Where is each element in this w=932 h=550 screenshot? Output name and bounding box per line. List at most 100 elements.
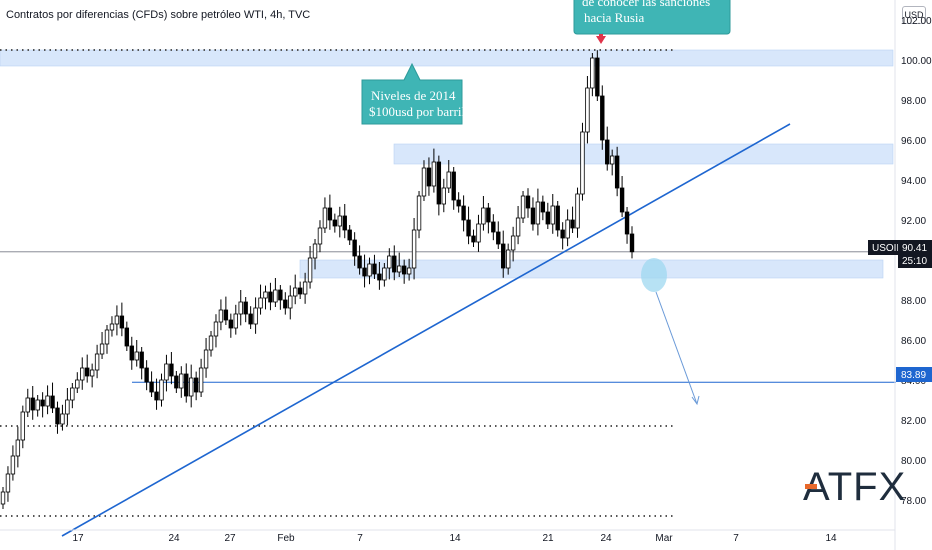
x-tick-label: 14 bbox=[449, 533, 461, 544]
candle bbox=[25, 397, 30, 413]
candle bbox=[288, 295, 293, 309]
candle bbox=[496, 231, 501, 245]
candle bbox=[560, 229, 565, 239]
candle bbox=[243, 301, 248, 315]
candle bbox=[347, 229, 352, 241]
candle bbox=[10, 455, 16, 475]
candle bbox=[580, 131, 585, 195]
atfx-logo: ATFX bbox=[803, 465, 906, 509]
candle bbox=[89, 369, 95, 377]
candle bbox=[139, 351, 144, 369]
candle bbox=[600, 95, 605, 141]
candle bbox=[342, 215, 347, 231]
symbol-label: USOIL bbox=[872, 243, 902, 254]
candle bbox=[575, 193, 580, 229]
candle bbox=[169, 363, 174, 377]
callout-levels-2014-line1: Niveles de 2014 bbox=[371, 88, 456, 103]
candle bbox=[99, 343, 105, 355]
candle bbox=[382, 267, 387, 281]
target-price-label: 83.89 bbox=[896, 367, 932, 382]
x-tick-label: 17 bbox=[72, 533, 84, 544]
candle bbox=[104, 329, 110, 345]
candle bbox=[65, 399, 70, 415]
candle bbox=[362, 267, 367, 277]
candle bbox=[327, 207, 333, 221]
candle bbox=[159, 379, 164, 401]
candle bbox=[624, 211, 630, 235]
candle bbox=[451, 171, 456, 201]
candle bbox=[401, 265, 407, 275]
candle bbox=[392, 255, 397, 273]
candle bbox=[80, 367, 85, 381]
price-zone bbox=[0, 49, 894, 67]
candle bbox=[124, 327, 130, 347]
candle bbox=[416, 195, 422, 231]
candle bbox=[530, 207, 536, 225]
currency-button[interactable]: USD bbox=[902, 6, 926, 24]
candle bbox=[84, 367, 90, 377]
x-tick-label: 21 bbox=[542, 533, 554, 544]
candle bbox=[119, 315, 125, 329]
candle bbox=[35, 399, 40, 411]
candle bbox=[565, 219, 570, 239]
y-tick-label: 78.00 bbox=[901, 496, 926, 507]
candle bbox=[149, 381, 154, 393]
candle bbox=[367, 263, 372, 277]
y-tick-label: 102.00 bbox=[901, 16, 932, 27]
candle bbox=[411, 229, 417, 269]
candle bbox=[50, 395, 55, 409]
candle bbox=[228, 319, 234, 329]
candle bbox=[352, 239, 357, 257]
candle bbox=[278, 289, 283, 301]
candle bbox=[505, 249, 511, 269]
candle bbox=[406, 267, 412, 275]
callout-sanctions-line1: de conocer las sanciones bbox=[582, 0, 710, 9]
chart-title: Contratos por diferencias (CFDs) sobre p… bbox=[6, 9, 311, 21]
y-tick-label: 82.00 bbox=[901, 416, 926, 427]
candle bbox=[213, 321, 219, 337]
candle bbox=[520, 195, 526, 219]
candle bbox=[302, 281, 308, 295]
candle bbox=[174, 375, 179, 389]
candle bbox=[208, 335, 214, 351]
candle bbox=[614, 155, 620, 189]
price-zone bbox=[299, 259, 884, 279]
candle bbox=[70, 387, 75, 401]
y-tick-label: 80.00 bbox=[901, 456, 926, 467]
candle bbox=[476, 223, 481, 243]
candle bbox=[471, 235, 476, 243]
logo-text: ATFX bbox=[803, 465, 906, 509]
callout-levels-2014: Niveles de 2014 $100usd por barril bbox=[361, 62, 465, 125]
candle bbox=[238, 301, 243, 315]
y-tick-label: 96.00 bbox=[901, 136, 926, 147]
candle bbox=[114, 315, 120, 325]
x-tick-label: 24 bbox=[168, 533, 180, 544]
candle bbox=[377, 273, 382, 281]
price-value: 90.41 bbox=[902, 243, 927, 254]
candle bbox=[441, 187, 446, 205]
candle bbox=[55, 407, 60, 425]
y-tick-label: 94.00 bbox=[901, 176, 926, 187]
candle bbox=[535, 201, 541, 225]
candle bbox=[263, 291, 268, 299]
candle bbox=[45, 395, 50, 407]
candle bbox=[491, 221, 496, 233]
callout-levels-2014-line2: $100usd por barril bbox=[369, 104, 465, 119]
candle bbox=[481, 207, 486, 225]
candle bbox=[590, 57, 595, 89]
candle bbox=[94, 353, 100, 371]
candle bbox=[545, 211, 551, 225]
callout-sanctions: de conocer las sanciones hacia Rusia bbox=[573, 0, 731, 44]
candle bbox=[619, 187, 625, 213]
candle bbox=[595, 57, 600, 97]
candle bbox=[456, 199, 461, 207]
candle bbox=[436, 161, 442, 205]
candle bbox=[203, 349, 209, 369]
y-tick-label: 98.00 bbox=[901, 96, 926, 107]
candle bbox=[223, 309, 229, 321]
candle bbox=[297, 287, 303, 295]
candle bbox=[60, 413, 65, 425]
candle bbox=[20, 411, 26, 441]
candle bbox=[555, 205, 560, 231]
